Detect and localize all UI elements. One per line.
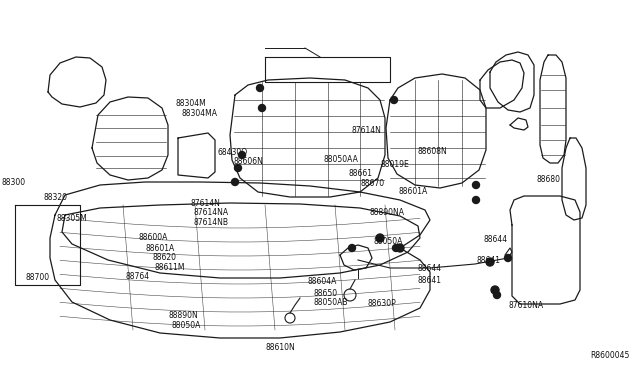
Text: 87614NA: 87614NA xyxy=(194,208,229,217)
Text: 87614N: 87614N xyxy=(191,199,221,208)
Text: 88050A: 88050A xyxy=(172,321,201,330)
Circle shape xyxy=(472,196,479,203)
Text: 88606N: 88606N xyxy=(234,157,264,166)
Text: 88644: 88644 xyxy=(417,264,442,273)
Text: 88620: 88620 xyxy=(152,253,177,262)
Text: 88304MA: 88304MA xyxy=(182,109,218,118)
Circle shape xyxy=(234,164,241,171)
Text: 88320: 88320 xyxy=(44,193,68,202)
Circle shape xyxy=(504,254,511,262)
Text: 68430Q: 68430Q xyxy=(218,148,248,157)
Text: 88630P: 88630P xyxy=(368,299,397,308)
Circle shape xyxy=(396,244,404,252)
Text: 88670: 88670 xyxy=(360,179,385,188)
Text: 87614N: 87614N xyxy=(352,126,382,135)
Text: 88611M: 88611M xyxy=(155,263,186,272)
Text: 88890N: 88890N xyxy=(169,311,198,320)
Text: 88644: 88644 xyxy=(484,235,508,244)
Text: 88661: 88661 xyxy=(349,169,372,178)
Text: 88764: 88764 xyxy=(125,272,150,281)
Text: 88890NA: 88890NA xyxy=(370,208,405,217)
Text: 88608N: 88608N xyxy=(418,147,447,156)
Text: 87614NB: 87614NB xyxy=(194,218,229,227)
Text: 88304M: 88304M xyxy=(176,99,207,108)
Text: 88050AB: 88050AB xyxy=(314,298,348,307)
Circle shape xyxy=(472,182,479,189)
Circle shape xyxy=(349,244,355,251)
Text: 88300: 88300 xyxy=(1,178,26,187)
Text: 88050A: 88050A xyxy=(373,237,403,246)
Circle shape xyxy=(392,244,399,251)
Circle shape xyxy=(376,234,384,242)
Text: 88680: 88680 xyxy=(536,175,561,184)
Text: 88050AA: 88050AA xyxy=(324,155,358,164)
Circle shape xyxy=(232,179,239,186)
Text: 88019E: 88019E xyxy=(380,160,409,169)
Text: 87610NA: 87610NA xyxy=(509,301,544,310)
Text: 88641: 88641 xyxy=(417,276,442,285)
Text: 88641: 88641 xyxy=(477,256,501,265)
Circle shape xyxy=(390,96,397,103)
Text: 88700: 88700 xyxy=(26,273,50,282)
Circle shape xyxy=(239,151,246,158)
Circle shape xyxy=(259,105,266,112)
Circle shape xyxy=(486,258,494,266)
Circle shape xyxy=(257,84,264,92)
Circle shape xyxy=(493,292,500,298)
Circle shape xyxy=(491,286,499,294)
Text: R8600045: R8600045 xyxy=(591,351,630,360)
Text: 88600A: 88600A xyxy=(138,233,168,242)
Text: 88305M: 88305M xyxy=(56,214,87,223)
Text: 88604A: 88604A xyxy=(307,278,337,286)
Text: 88650: 88650 xyxy=(314,289,338,298)
Text: 88601A: 88601A xyxy=(146,244,175,253)
Text: 88610N: 88610N xyxy=(266,343,295,352)
Text: 88601A: 88601A xyxy=(398,187,428,196)
